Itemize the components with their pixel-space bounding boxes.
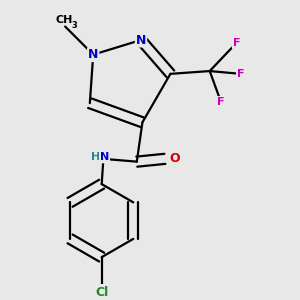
Text: CH: CH: [55, 14, 72, 25]
Text: F: F: [233, 38, 240, 48]
Text: N: N: [136, 34, 146, 46]
Text: N: N: [88, 48, 98, 61]
Text: F: F: [217, 97, 225, 107]
Text: Cl: Cl: [95, 286, 108, 299]
Text: O: O: [169, 152, 180, 165]
Text: 3: 3: [71, 21, 77, 30]
Text: N: N: [100, 152, 109, 162]
Text: F: F: [237, 69, 244, 79]
Text: H: H: [92, 152, 101, 162]
